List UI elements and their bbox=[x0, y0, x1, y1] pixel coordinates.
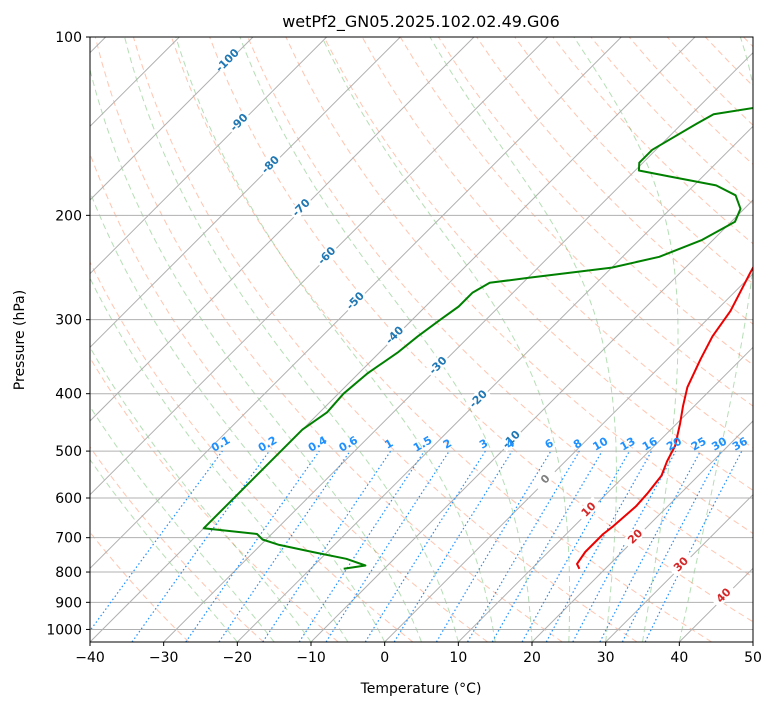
isotherm-label-bg bbox=[668, 551, 694, 577]
mixing-ratio-line bbox=[644, 450, 743, 642]
isotherm-line bbox=[90, 37, 549, 496]
plot-frame bbox=[89, 36, 754, 643]
isotherm-label-bg bbox=[381, 322, 408, 348]
isotherm-line bbox=[90, 37, 401, 349]
moist-adiabats bbox=[90, 37, 753, 642]
y-tick-label: 400 bbox=[55, 387, 82, 403]
isotherm-line bbox=[90, 37, 254, 201]
y-tick-label: 900 bbox=[55, 595, 82, 611]
y-tick-label: 200 bbox=[55, 208, 82, 224]
isotherm-label-bg bbox=[214, 47, 240, 73]
isotherm-line bbox=[605, 493, 753, 642]
moist-adiabat bbox=[678, 37, 753, 642]
mixing-ratio-line bbox=[521, 450, 631, 642]
isotherm-line bbox=[90, 37, 475, 422]
isotherm-label-bg bbox=[498, 426, 524, 452]
temperature-profile bbox=[576, 265, 753, 570]
x-tick-label: −10 bbox=[296, 650, 326, 666]
isotherm-line bbox=[310, 199, 753, 642]
moist-adiabat bbox=[124, 37, 459, 642]
mixing-ratio-line bbox=[572, 450, 677, 642]
y-tick-label: 800 bbox=[55, 565, 82, 581]
isotherm-label-bg bbox=[313, 242, 340, 269]
x-tick-label: 10 bbox=[449, 650, 467, 666]
isotherm-line bbox=[457, 346, 753, 642]
moist-adiabat bbox=[90, 67, 422, 642]
x-tick-label: −30 bbox=[149, 650, 179, 666]
dry-adiabat bbox=[171, 37, 712, 642]
dry-adiabat bbox=[247, 37, 753, 578]
x-tick-label: 40 bbox=[670, 650, 688, 666]
dry-adiabat bbox=[323, 37, 753, 491]
dewpoint-profile bbox=[202, 106, 753, 570]
dry-adiabat bbox=[285, 37, 753, 535]
y-tick-label: 500 bbox=[55, 444, 82, 460]
isotherm-label-bg bbox=[710, 582, 737, 608]
x-tick-label: 50 bbox=[744, 650, 762, 666]
isotherm-label-bg bbox=[225, 109, 252, 135]
y-axis-title: Pressure (hPa) bbox=[12, 290, 28, 390]
moist-adiabat bbox=[239, 37, 533, 642]
dry-adiabat bbox=[90, 260, 414, 642]
y-tick-label: 600 bbox=[55, 491, 82, 507]
chart-title: wetPf2_GN05.2025.102.02.49.G06 bbox=[282, 12, 560, 32]
grid-lines bbox=[90, 37, 753, 630]
x-tick-label: −40 bbox=[75, 650, 105, 666]
mixing-ratio-line bbox=[325, 450, 450, 642]
y-tick-label: 1000 bbox=[46, 622, 82, 638]
mixing-ratio-line bbox=[218, 450, 351, 642]
isotherm-line bbox=[90, 37, 328, 275]
isotherm-label-bg bbox=[532, 466, 558, 492]
dry-adiabat bbox=[132, 37, 638, 642]
y-tick-label: 700 bbox=[55, 531, 82, 547]
moist-adiabat bbox=[90, 458, 238, 642]
mixing-ratio-line bbox=[185, 450, 320, 642]
x-axis-title: Temperature (°C) bbox=[360, 681, 482, 697]
dry-adiabat bbox=[514, 37, 753, 285]
isotherm-label-bg bbox=[257, 151, 283, 178]
moist-adiabat bbox=[321, 37, 571, 642]
y-tick-label: 100 bbox=[55, 30, 82, 46]
isotherm-label-bg bbox=[424, 352, 451, 378]
mixing-ratio-lines bbox=[90, 450, 743, 642]
mixing-ratio-line bbox=[131, 450, 270, 642]
y-axis-ticks: 100 200 300 400 500 600 700 800 900 1000 bbox=[46, 30, 90, 638]
x-tick-label: −20 bbox=[223, 650, 253, 666]
isotherm-label-bg bbox=[465, 385, 491, 412]
isotherm-label-bg bbox=[575, 496, 602, 522]
isotherm-line bbox=[384, 272, 753, 642]
moist-adiabat bbox=[573, 37, 679, 642]
moist-adiabat bbox=[90, 277, 349, 642]
dry-adiabat bbox=[90, 356, 339, 642]
isotherm-label-bg bbox=[622, 523, 648, 549]
isotherm-line bbox=[236, 125, 753, 642]
x-axis-ticks: −40 −30 −20 −10 0 10 20 30 40 50 bbox=[75, 642, 762, 666]
moist-adiabat bbox=[90, 190, 386, 642]
x-tick-label: 20 bbox=[523, 650, 541, 666]
mixing-ratio-line bbox=[545, 450, 653, 642]
mixing-ratio-line bbox=[393, 450, 513, 642]
dry-adiabat bbox=[476, 37, 753, 325]
moist-adiabat bbox=[429, 37, 617, 642]
y-tick-label: 300 bbox=[55, 313, 82, 329]
dry-adiabat bbox=[94, 37, 563, 642]
x-tick-label: 0 bbox=[380, 650, 389, 666]
dry-adiabat bbox=[90, 446, 264, 642]
moist-adiabat bbox=[90, 405, 275, 642]
moist-adiabat bbox=[175, 37, 496, 642]
x-tick-label: 30 bbox=[597, 650, 615, 666]
mixing-ratio-line bbox=[262, 450, 392, 642]
mixing-ratio-line bbox=[298, 450, 425, 642]
isotherm-label-bg bbox=[342, 287, 368, 314]
isotherm-label-bg bbox=[288, 194, 314, 221]
mixing-ratio-line bbox=[90, 450, 223, 632]
isotherm-line bbox=[90, 37, 622, 570]
sounding-series bbox=[202, 106, 753, 570]
